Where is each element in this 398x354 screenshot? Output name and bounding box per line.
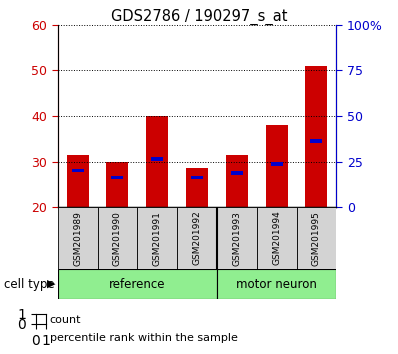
Text: GDS2786 / 190297_s_at: GDS2786 / 190297_s_at xyxy=(111,9,287,25)
Bar xyxy=(297,207,336,269)
Bar xyxy=(111,176,123,179)
Bar xyxy=(226,155,248,207)
Text: motor neuron: motor neuron xyxy=(236,278,317,291)
Bar xyxy=(257,207,297,269)
Bar xyxy=(217,207,257,269)
Bar xyxy=(151,158,163,161)
Text: GSM201993: GSM201993 xyxy=(232,211,241,266)
Bar xyxy=(137,207,177,269)
Text: GSM201994: GSM201994 xyxy=(272,211,281,266)
Text: percentile rank within the sample: percentile rank within the sample xyxy=(50,333,238,343)
Bar xyxy=(217,269,336,299)
Bar xyxy=(231,171,243,175)
Text: ▶: ▶ xyxy=(47,279,55,289)
Text: GSM201991: GSM201991 xyxy=(153,211,162,266)
Bar xyxy=(266,125,287,207)
Bar xyxy=(306,66,327,207)
Text: GSM201995: GSM201995 xyxy=(312,211,321,266)
Bar xyxy=(310,139,322,143)
Bar xyxy=(107,161,129,207)
Text: count: count xyxy=(50,315,81,325)
Bar xyxy=(58,269,217,299)
Bar xyxy=(146,116,168,207)
Bar xyxy=(271,162,283,166)
Text: cell type: cell type xyxy=(4,278,55,291)
Bar xyxy=(186,169,208,207)
Text: GSM201992: GSM201992 xyxy=(193,211,201,266)
Text: reference: reference xyxy=(109,278,166,291)
Text: GSM201989: GSM201989 xyxy=(73,211,82,266)
Bar xyxy=(66,155,89,207)
Text: GSM201990: GSM201990 xyxy=(113,211,122,266)
Bar xyxy=(177,207,217,269)
Bar xyxy=(98,207,137,269)
Bar xyxy=(58,207,98,269)
Bar xyxy=(191,176,203,179)
Bar xyxy=(72,169,84,172)
